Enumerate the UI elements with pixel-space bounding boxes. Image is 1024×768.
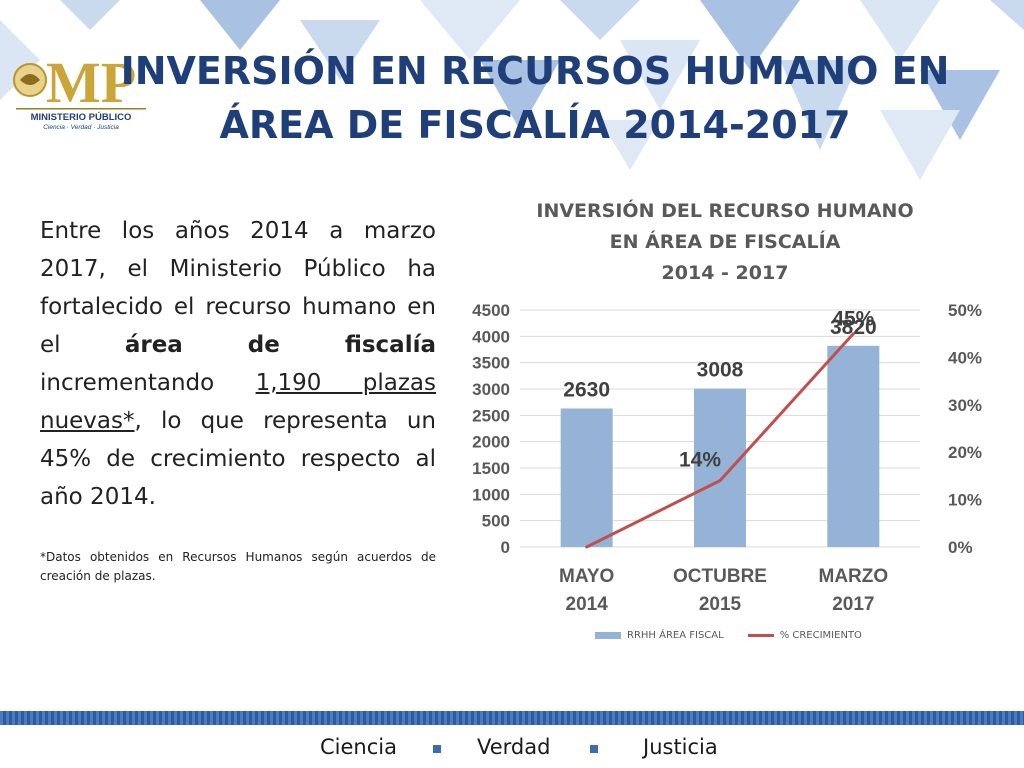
y-right-tick-label: 40%: [948, 348, 982, 367]
y-right-tick-label: 50%: [948, 301, 982, 320]
y-left-tick-label: 3000: [472, 380, 510, 399]
x-tick-label: OCTUBRE: [673, 566, 767, 587]
y-right-tick-label: 10%: [948, 491, 982, 510]
footer: Ciencia Verdad Justicia: [0, 735, 1024, 765]
logo-subtitle: MINISTERIO PÚBLICO: [31, 111, 132, 123]
x-tick-label: 2015: [699, 594, 742, 615]
line-point: [851, 332, 855, 336]
x-tick-label: 2017: [832, 594, 874, 615]
legend-line-swatch: [747, 634, 774, 637]
x-tick-label: 2014: [566, 594, 609, 615]
bar-data-label: 3008: [697, 359, 744, 382]
y-right-tick-label: 20%: [948, 443, 982, 462]
y-left-tick-label: 500: [482, 512, 510, 531]
body-text-underline: 1,190 plazas nuevas*: [40, 370, 436, 434]
y-left-tick-label: 0: [501, 538, 510, 557]
bar: [694, 388, 746, 547]
y-right-tick-label: 30%: [948, 396, 982, 415]
y-left-tick-label: 3500: [472, 354, 510, 373]
body-text-part1: Entre los años 2014 a marzo 2017, el Min…: [40, 218, 436, 358]
bar-data-label: 3820: [830, 316, 877, 339]
body-text-part2: incrementando: [40, 370, 256, 396]
footer-stripe: [0, 711, 1024, 725]
footer-bullet: [590, 745, 598, 753]
y-right-tick-label: 0%: [948, 538, 973, 557]
footer-word-verdad: Verdad: [477, 735, 551, 759]
chart-title-line2: EN ÁREA DE FISCALÍA: [609, 231, 841, 253]
chart-title-line1: INVERSIÓN DEL RECURSO HUMANO: [536, 200, 914, 222]
y-left-tick-label: 1000: [472, 485, 510, 504]
line-point: [585, 545, 589, 549]
slide-title-line1: INVERSIÓN EN RECURSOS HUMANO EN: [120, 49, 950, 93]
chart-title: INVERSIÓN DEL RECURSO HUMANO EN ÁREA DE …: [500, 196, 950, 289]
line-data-label: 45%: [832, 308, 874, 331]
line-point: [718, 479, 722, 483]
footer-word-justicia: Justicia: [643, 735, 718, 759]
logo-tagline: Ciencia · Verdad · Justicia: [43, 124, 119, 131]
ministerio-publico-logo: MP MINISTERIO PÚBLICO Ciencia · Verdad ·…: [13, 52, 146, 131]
slide-title: INVERSIÓN EN RECURSOS HUMANO EN ÁREA DE …: [120, 44, 950, 152]
legend-bar-label: RRHH ÁREA FISCAL: [627, 630, 724, 641]
body-paragraph: Entre los años 2014 a marzo 2017, el Min…: [40, 212, 436, 516]
y-left-tick-label: 4000: [472, 327, 510, 346]
y-left-tick-label: 4500: [472, 301, 510, 320]
footnote: *Datos obtenidos en Recursos Humanos seg…: [40, 550, 436, 583]
y-left-tick-label: 2000: [472, 433, 510, 452]
bar-data-label: 2630: [563, 378, 610, 401]
bar: [560, 408, 613, 547]
x-tick-label: MAYO: [559, 566, 614, 587]
footer-word-ciencia: Ciencia: [320, 735, 397, 759]
body-text-part3: , lo que representa un 45% de crecimient…: [40, 408, 436, 510]
chart-legend: RRHH ÁREA FISCAL % CRECIMIENTO: [595, 630, 862, 641]
legend-bar-swatch: [595, 632, 621, 639]
body-text-bold: área de fiscalía: [124, 332, 436, 358]
y-left-tick-label: 2500: [472, 406, 510, 425]
chart-title-line3: 2014 - 2017: [661, 262, 789, 284]
background-decoration: [0, 0, 1024, 180]
x-tick-label: MARZO: [819, 566, 889, 587]
combo-chart: 0 500 1000 1500 2000 2500 3000 3500 4000 4500 0% 10…: [472, 301, 982, 615]
legend-line-label: % CRECIMIENTO: [779, 630, 862, 641]
y-left-tick-label: 1500: [472, 459, 510, 478]
logo-text: MP: [46, 52, 136, 115]
line-data-label: 14%: [679, 449, 721, 472]
slide-title-line2: ÁREA DE FISCALÍA 2014-2017: [219, 103, 851, 147]
footer-bullet: [433, 745, 441, 753]
bar: [827, 345, 880, 547]
